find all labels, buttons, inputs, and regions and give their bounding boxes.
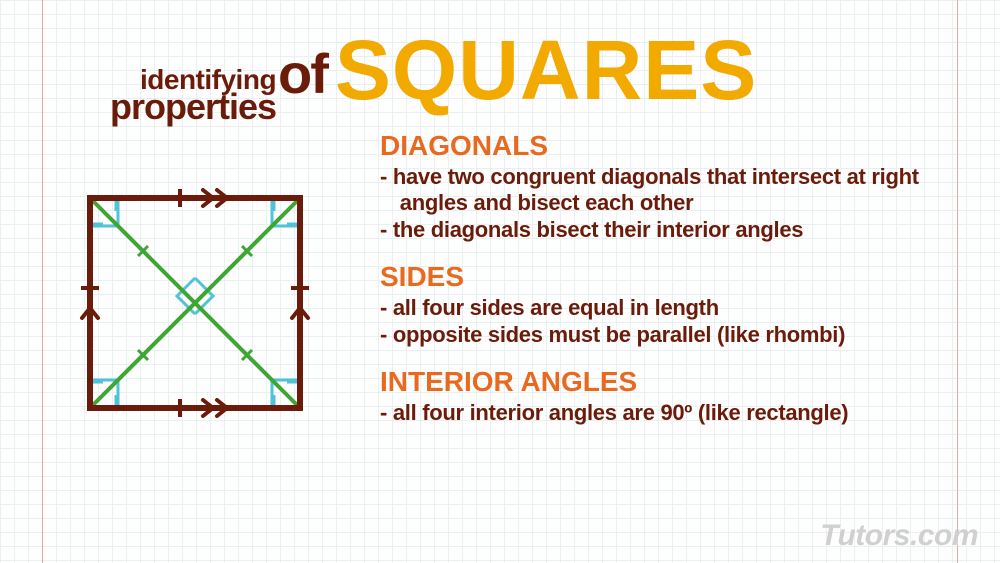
- square-diagram: [70, 178, 320, 428]
- section-header-angles: INTERIOR ANGLES: [380, 366, 940, 398]
- section-diagonals: DIAGONALS - have two congruent diagonals…: [380, 130, 940, 243]
- margin-line-left: [42, 0, 43, 563]
- bullet: - opposite sides must be parallel (like …: [380, 322, 940, 348]
- section-angles: INTERIOR ANGLES - all four interior angl…: [380, 366, 940, 426]
- margin-line-right: [957, 0, 958, 563]
- title-block: identifying properties of SQUARES: [110, 12, 940, 112]
- section-header-diagonals: DIAGONALS: [380, 130, 940, 162]
- title-properties: properties: [110, 92, 276, 123]
- center-angle-mark: [177, 278, 213, 314]
- bullet: - all four sides are equal in length: [380, 295, 940, 321]
- section-header-sides: SIDES: [380, 261, 940, 293]
- title-squares: SQUARES: [335, 22, 757, 119]
- title-left: identifying properties: [110, 54, 276, 122]
- watermark: Tutors.com: [820, 519, 978, 553]
- title-of: of: [278, 41, 327, 106]
- bullet: - all four interior angles are 90º (like…: [380, 400, 940, 426]
- bullet: - the diagonals bisect their interior an…: [380, 217, 940, 243]
- bullet: - have two congruent diagonals that inte…: [380, 164, 940, 217]
- section-sides: SIDES - all four sides are equal in leng…: [380, 261, 940, 348]
- diagonals: [90, 198, 300, 408]
- content: DIAGONALS - have two congruent diagonals…: [380, 130, 940, 444]
